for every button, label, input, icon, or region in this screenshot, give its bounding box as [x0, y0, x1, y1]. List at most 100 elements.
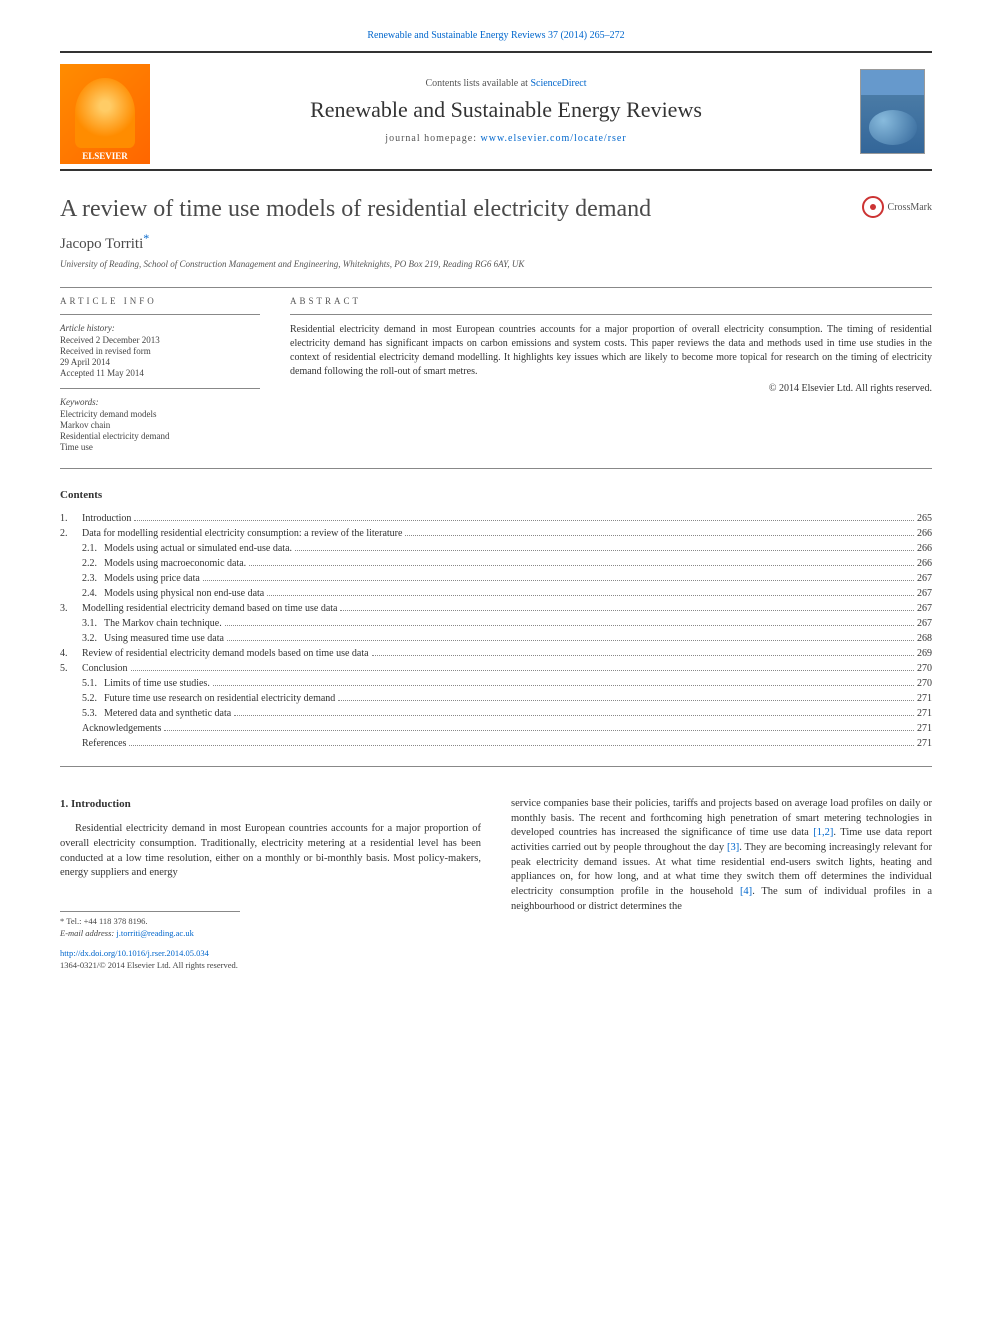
author-corresponding-mark[interactable]: *: [143, 231, 149, 245]
doi-link[interactable]: http://dx.doi.org/10.1016/j.rser.2014.05…: [60, 948, 481, 960]
toc-row[interactable]: 3.1.The Markov chain technique. 267: [60, 616, 932, 631]
publisher-name: ELSEVIER: [82, 151, 128, 161]
author-line: Jacopo Torriti*: [60, 231, 932, 253]
toc-dots: [131, 670, 914, 671]
toc-label: Models using macroeconomic data.: [104, 556, 246, 571]
toc-page: 266: [917, 541, 932, 556]
header-center: Contents lists available at ScienceDirec…: [160, 53, 852, 169]
keyword-item: Time use: [60, 442, 260, 452]
toc-row[interactable]: 4.Review of residential electricity dema…: [60, 646, 932, 661]
title-row: A review of time use models of residenti…: [60, 196, 932, 223]
homepage-prefix: journal homepage:: [385, 133, 480, 144]
toc-num: 5.: [60, 661, 82, 676]
divider-after-abstract: [60, 468, 932, 469]
citation-link[interactable]: [3]: [727, 842, 739, 853]
toc-row[interactable]: 2.Data for modelling residential electri…: [60, 526, 932, 541]
toc-dots: [249, 565, 914, 566]
toc-dots: [203, 580, 914, 581]
toc-row[interactable]: 2.1.Models using actual or simulated end…: [60, 541, 932, 556]
toc-page: 267: [917, 571, 932, 586]
journal-citation[interactable]: Renewable and Sustainable Energy Reviews…: [60, 30, 932, 41]
toc-label: Data for modelling residential electrici…: [82, 526, 402, 541]
keyword-item: Residential electricity demand: [60, 431, 260, 441]
contents-prefix: Contents lists available at: [425, 78, 530, 89]
divider-top: [60, 287, 932, 288]
toc-page: 268: [917, 631, 932, 646]
toc-row[interactable]: 5.3.Metered data and synthetic data271: [60, 706, 932, 721]
contents-available-line: Contents lists available at ScienceDirec…: [425, 78, 586, 89]
toc-row[interactable]: Acknowledgements271: [60, 721, 932, 736]
toc-label: Conclusion: [82, 661, 128, 676]
abstract-head: ABSTRACT: [290, 296, 932, 306]
divider-info: [60, 314, 260, 315]
intro-para-1: Residential electricity demand in most E…: [60, 822, 481, 881]
email-label: E-mail address:: [60, 928, 116, 938]
sciencedirect-link[interactable]: ScienceDirect: [530, 78, 586, 89]
journal-cover-thumbnail[interactable]: [860, 69, 925, 154]
elsevier-logo[interactable]: ELSEVIER: [60, 64, 150, 164]
author-name: Jacopo Torriti: [60, 236, 143, 252]
homepage-link[interactable]: www.elsevier.com/locate/rser: [481, 133, 627, 144]
toc-row[interactable]: 2.3.Models using price data267: [60, 571, 932, 586]
toc-dots: [134, 520, 914, 521]
toc-label: Future time use research on residential …: [104, 691, 335, 706]
article-info: ARTICLE INFO Article history: Received 2…: [60, 296, 260, 453]
toc-label: Models using price data: [104, 571, 200, 586]
keywords-label: Keywords:: [60, 397, 260, 407]
toc-dots: [164, 730, 914, 731]
info-abstract-row: ARTICLE INFO Article history: Received 2…: [60, 296, 932, 453]
table-of-contents: 1.Introduction2652.Data for modelling re…: [60, 511, 932, 751]
toc-row[interactable]: References271: [60, 736, 932, 751]
article-title: A review of time use models of residenti…: [60, 196, 651, 223]
history-item: Received in revised form: [60, 346, 260, 356]
toc-dots: [338, 700, 914, 701]
toc-page: 265: [917, 511, 932, 526]
email-link[interactable]: j.torriti@reading.ac.uk: [116, 928, 193, 938]
crossmark-icon: [862, 196, 884, 218]
toc-row[interactable]: 5.1.Limits of time use studies.270: [60, 676, 932, 691]
toc-row[interactable]: 3.Modelling residential electricity dema…: [60, 601, 932, 616]
toc-label: The Markov chain technique.: [104, 616, 222, 631]
toc-dots: [372, 655, 914, 656]
crossmark-badge[interactable]: CrossMark: [862, 196, 932, 218]
toc-row[interactable]: 3.2.Using measured time use data 268: [60, 631, 932, 646]
toc-label: Using measured time use data: [104, 631, 224, 646]
divider-abstract: [290, 314, 932, 315]
abstract-text: Residential electricity demand in most E…: [290, 323, 932, 379]
toc-page: 271: [917, 706, 932, 721]
history-item: Accepted 11 May 2014: [60, 368, 260, 378]
toc-row[interactable]: 2.4.Models using physical non end-use da…: [60, 586, 932, 601]
toc-num: 2.1.: [82, 541, 104, 556]
citation-link[interactable]: [1,2]: [813, 827, 833, 838]
toc-num: 3.2.: [82, 631, 104, 646]
toc-row[interactable]: 5.Conclusion270: [60, 661, 932, 676]
toc-row[interactable]: 1.Introduction265: [60, 511, 932, 526]
toc-page: 267: [917, 586, 932, 601]
history-item: Received 2 December 2013: [60, 335, 260, 345]
contents-heading: Contents: [60, 489, 932, 501]
toc-num: 3.1.: [82, 616, 104, 631]
citation-link[interactable]: [4]: [740, 886, 752, 897]
history-label: Article history:: [60, 323, 260, 333]
tel-label: * Tel.:: [60, 916, 84, 926]
toc-dots: [227, 640, 914, 641]
journal-name: Renewable and Sustainable Energy Reviews: [310, 97, 702, 123]
toc-label: Models using physical non end-use data: [104, 586, 264, 601]
toc-page: 266: [917, 556, 932, 571]
elsevier-tree-icon: [75, 78, 135, 148]
corresponding-tel: * Tel.: +44 118 378 8196.: [60, 916, 240, 928]
toc-page: 271: [917, 691, 932, 706]
keyword-item: Electricity demand models: [60, 409, 260, 419]
issn-copyright: 1364-0321/© 2014 Elsevier Ltd. All right…: [60, 960, 481, 972]
toc-label: Limits of time use studies.: [104, 676, 210, 691]
divider-keywords: [60, 388, 260, 389]
toc-label: Review of residential electricity demand…: [82, 646, 369, 661]
doi-text[interactable]: http://dx.doi.org/10.1016/j.rser.2014.05…: [60, 948, 209, 958]
toc-row[interactable]: 2.2.Models using macroeconomic data.266: [60, 556, 932, 571]
toc-page: 269: [917, 646, 932, 661]
toc-row[interactable]: 5.2.Future time use research on resident…: [60, 691, 932, 706]
toc-page: 270: [917, 676, 932, 691]
intro-para-2: service companies base their policies, t…: [511, 797, 932, 915]
toc-page: 267: [917, 616, 932, 631]
toc-label: References: [82, 736, 126, 751]
